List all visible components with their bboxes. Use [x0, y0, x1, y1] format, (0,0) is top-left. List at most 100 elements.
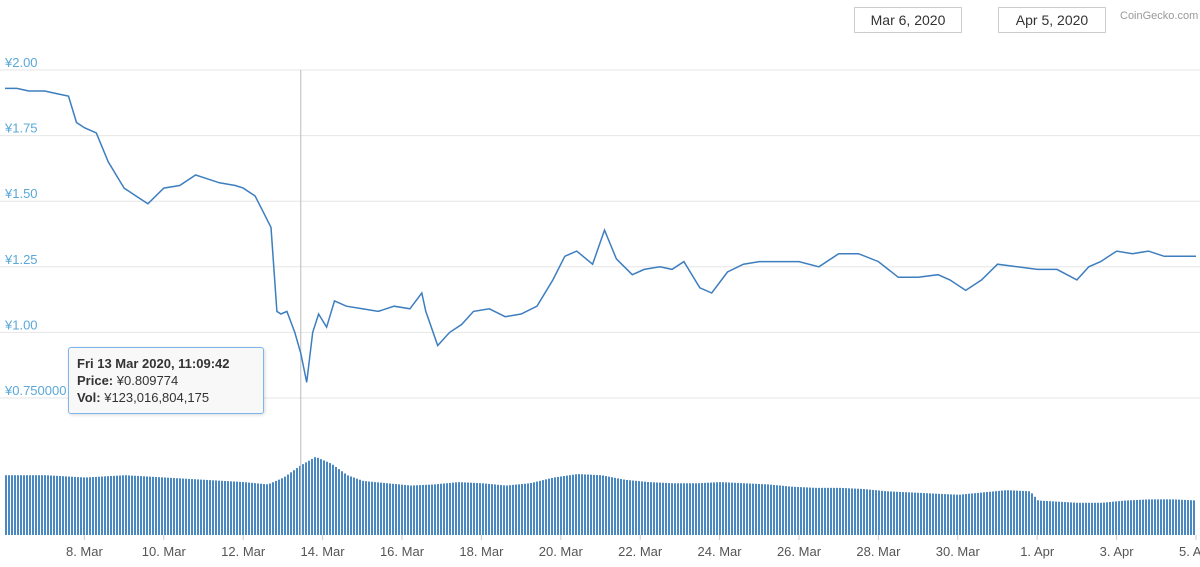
volume-bar — [584, 474, 586, 535]
volume-bar — [548, 478, 550, 535]
date-from-input[interactable]: Mar 6, 2020 — [854, 7, 962, 33]
volume-bar — [17, 475, 19, 535]
volume-bar — [1034, 496, 1036, 535]
volume-bar — [395, 484, 397, 535]
volume-bar — [536, 481, 538, 535]
volume-bar — [242, 482, 244, 535]
volume-bar — [500, 485, 502, 535]
volume-bar — [482, 483, 484, 535]
volume-bar — [863, 489, 865, 535]
volume-bar — [116, 475, 118, 535]
volume-bar — [956, 494, 958, 535]
credit-label: CoinGecko.com — [1120, 10, 1199, 22]
volume-bar — [653, 482, 655, 535]
volume-bar — [1106, 502, 1108, 535]
volume-bar — [470, 482, 472, 535]
tooltip-price-label: Price: — [77, 373, 114, 388]
price-series-line — [5, 87, 1196, 383]
volume-bar — [986, 492, 988, 535]
volume-bar — [308, 460, 310, 535]
volume-bar — [998, 490, 1000, 535]
volume-bar — [1040, 500, 1042, 535]
volume-bar — [677, 483, 679, 535]
volume-bar — [557, 476, 559, 535]
volume-bar — [608, 476, 610, 535]
volume-bar — [740, 483, 742, 535]
volume-bar — [35, 475, 37, 535]
volume-bar — [884, 491, 886, 535]
volume-bar — [74, 476, 76, 535]
y-tick-label: ¥0.750000 — [4, 383, 66, 398]
volume-bar — [212, 480, 214, 535]
volume-bar — [791, 486, 793, 535]
volume-bar — [1145, 499, 1147, 535]
tooltip-price-value: ¥0.809774 — [116, 373, 179, 388]
volume-bar — [1022, 490, 1024, 535]
volume-bar — [938, 493, 940, 535]
volume-bar — [350, 476, 352, 535]
volume-bar — [887, 491, 889, 535]
volume-bar — [680, 483, 682, 535]
volume-bar — [296, 468, 298, 535]
volume-bar — [1028, 491, 1030, 535]
volume-bar — [512, 484, 514, 535]
volume-bar — [83, 477, 85, 535]
volume-bar — [290, 472, 292, 535]
volume-bar — [110, 476, 112, 535]
volume-bar — [929, 493, 931, 535]
volume-bar — [1007, 490, 1009, 535]
volume-bar — [770, 484, 772, 535]
volume-bar — [590, 474, 592, 535]
volume-bar — [683, 483, 685, 535]
volume-bar — [1151, 499, 1153, 535]
volume-bar — [38, 475, 40, 535]
volume-bar — [431, 484, 433, 535]
volume-bar — [485, 483, 487, 535]
volume-bar — [620, 478, 622, 535]
volume-bar — [8, 475, 10, 535]
volume-bar — [539, 480, 541, 535]
date-to-input[interactable]: Apr 5, 2020 — [998, 7, 1106, 33]
volume-bar — [428, 484, 430, 535]
y-tick-label: ¥1.50 — [4, 186, 38, 201]
volume-bar — [779, 485, 781, 535]
volume-bar — [830, 487, 832, 535]
volume-bar — [965, 494, 967, 535]
x-tick-label: 10. Mar — [142, 544, 187, 559]
volume-bar — [866, 489, 868, 535]
volume-bar — [113, 475, 115, 535]
volume-bar — [812, 487, 814, 535]
volume-bar — [26, 475, 28, 535]
volume-bar — [659, 482, 661, 535]
volume-bar — [1076, 502, 1078, 535]
volume-bar — [761, 484, 763, 535]
volume-bar — [1160, 499, 1162, 535]
volume-bar — [560, 476, 562, 535]
volume-bar — [125, 475, 127, 535]
volume-bar — [1016, 490, 1018, 535]
volume-bar — [149, 476, 151, 535]
volume-bar — [446, 483, 448, 535]
volume-bar — [284, 476, 286, 535]
x-tick-label: 12. Mar — [221, 544, 266, 559]
y-tick-label: ¥1.25 — [4, 252, 38, 267]
volume-bar — [878, 490, 880, 535]
volume-bar — [152, 476, 154, 535]
volume-bar — [188, 478, 190, 535]
volume-bar — [503, 485, 505, 535]
volume-bar — [182, 478, 184, 535]
volume-bar — [1133, 500, 1135, 535]
volume-bar — [1187, 500, 1189, 535]
volume-bar — [164, 477, 166, 535]
volume-bar — [554, 477, 556, 535]
volume-bar — [896, 491, 898, 535]
volume-bar — [941, 493, 943, 535]
volume-bar — [644, 481, 646, 535]
volume-bar — [1136, 499, 1138, 535]
volume-bar — [416, 485, 418, 535]
volume-bar — [785, 486, 787, 535]
volume-bar — [572, 474, 574, 535]
volume-bar — [1142, 499, 1144, 535]
volume-bar — [725, 482, 727, 535]
